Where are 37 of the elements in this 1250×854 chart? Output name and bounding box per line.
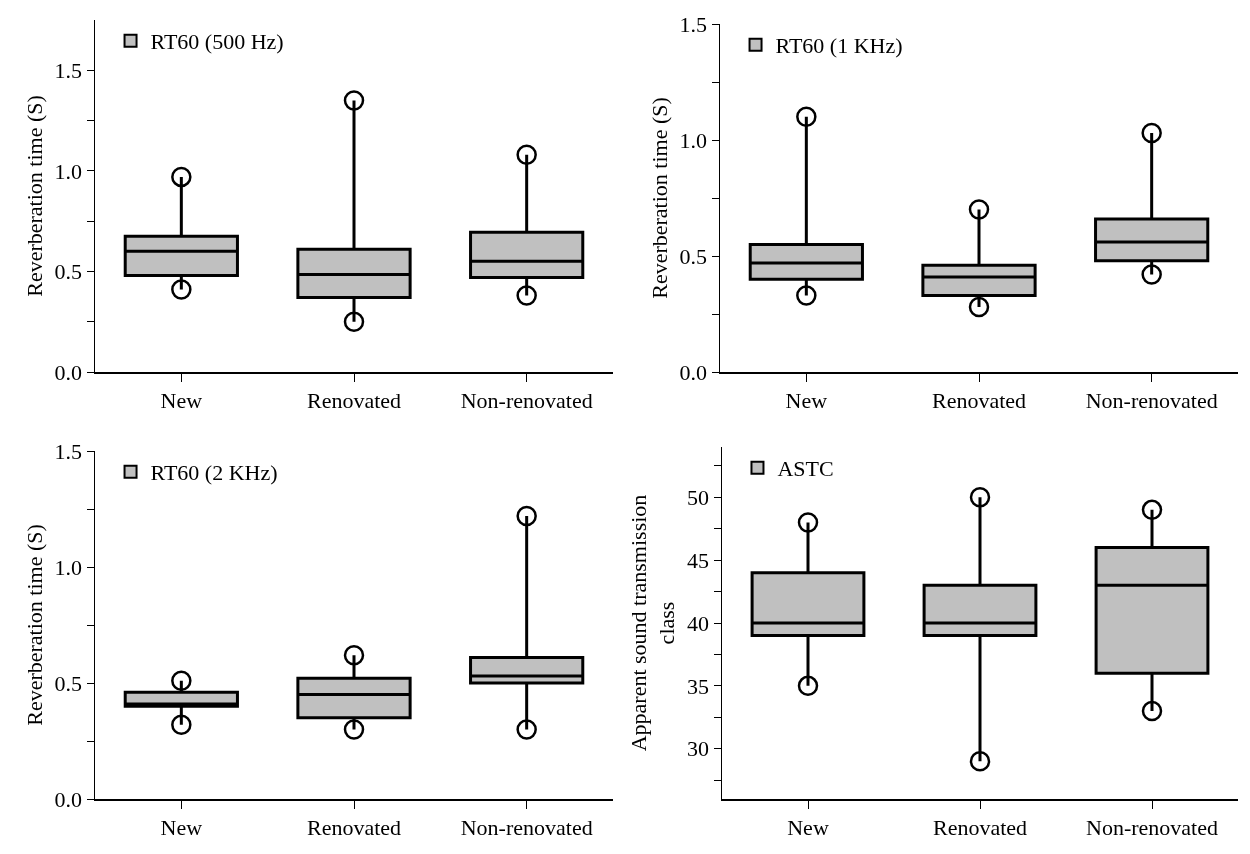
- y-tick-label: 35: [687, 673, 710, 699]
- x-tick-label: Renovated: [932, 814, 1028, 840]
- y-axis-title: Reverberation time (S): [21, 95, 47, 297]
- x-tick-label: Renovated: [931, 387, 1027, 413]
- x-tick-label: Renovated: [306, 387, 402, 413]
- x-tick-label: Non-renovated: [460, 814, 593, 840]
- x-tick-label: Non-renovated: [1085, 387, 1218, 413]
- legend-label: RT60 (500 Hz): [150, 29, 284, 55]
- y-tick-label: 1.5: [679, 11, 708, 37]
- y-tick-label: 50: [687, 484, 710, 510]
- x-tick-label: New: [785, 387, 828, 413]
- x-tick-label: Renovated: [306, 814, 402, 840]
- x-tick-label: Non-renovated: [460, 387, 593, 413]
- y-tick-label: 1.0: [54, 158, 83, 184]
- y-tick-label: 1.5: [54, 438, 83, 464]
- legend-label: RT60 (1 KHz): [775, 33, 903, 59]
- y-tick-label: 0.5: [54, 670, 83, 696]
- x-tick-label: New: [160, 387, 203, 413]
- y-axis-title: Reverberation time (S): [21, 524, 47, 726]
- y-tick-label: 45: [687, 547, 710, 573]
- y-tick-label: 40: [687, 610, 710, 636]
- y-tick-label: 0.0: [54, 359, 83, 385]
- x-tick-label: Non-renovated: [1086, 814, 1218, 840]
- x-tick-label: New: [160, 814, 203, 840]
- legend-label: ASTC: [777, 456, 834, 482]
- y-tick-label: 30: [687, 736, 710, 762]
- y-tick-label: 1.0: [679, 127, 708, 153]
- legend-label: RT60 (2 KHz): [150, 460, 278, 486]
- y-axis-title: Apparent sound transmission class: [625, 494, 680, 752]
- y-axis-title: Reverberation time (S): [646, 97, 672, 299]
- y-tick-label: 0.5: [679, 243, 708, 269]
- y-tick-label: 0.5: [54, 259, 83, 285]
- y-tick-label: 1.0: [54, 554, 83, 580]
- y-tick-label: 0.0: [54, 786, 83, 812]
- x-tick-label: New: [787, 814, 829, 840]
- y-tick-label: 1.5: [54, 57, 83, 83]
- y-tick-label: 0.0: [679, 359, 708, 385]
